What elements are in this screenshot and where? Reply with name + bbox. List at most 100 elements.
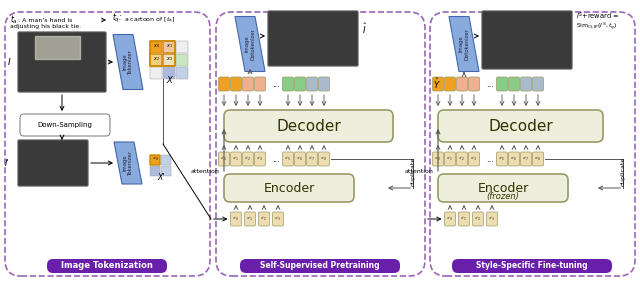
Text: $I^S$+reward =: $I^S$+reward = [576,10,620,22]
Text: $x'_6$: $x'_6$ [296,155,304,163]
FancyBboxPatch shape [520,152,531,166]
FancyBboxPatch shape [433,77,444,91]
FancyBboxPatch shape [319,77,330,91]
Text: $x'_5$: $x'_5$ [284,155,292,163]
Text: $x'_1$: $x'_1$ [232,155,240,163]
Polygon shape [114,142,142,184]
FancyBboxPatch shape [532,77,543,91]
FancyBboxPatch shape [433,152,444,166]
FancyBboxPatch shape [520,77,531,91]
FancyBboxPatch shape [307,77,317,91]
FancyBboxPatch shape [430,12,635,276]
FancyBboxPatch shape [319,152,330,166]
Text: $x'_3$: $x'_3$ [470,155,478,163]
Text: ...: ... [486,80,494,89]
FancyBboxPatch shape [307,152,317,166]
FancyBboxPatch shape [18,32,106,92]
FancyBboxPatch shape [243,77,253,91]
Text: $x'_1$: $x'_1$ [246,215,254,223]
FancyBboxPatch shape [47,259,167,273]
FancyBboxPatch shape [163,54,175,66]
Polygon shape [449,16,479,72]
Text: ...: ... [272,154,280,164]
Text: I: I [8,57,10,66]
FancyBboxPatch shape [482,11,572,69]
FancyBboxPatch shape [161,155,171,165]
Text: $x_1$: $x_1$ [166,43,173,51]
Text: $x'_7$: $x'_7$ [522,155,530,163]
FancyBboxPatch shape [150,166,160,176]
FancyBboxPatch shape [438,110,603,142]
Text: Decoder: Decoder [488,118,553,133]
Text: Down-Sampling: Down-Sampling [38,122,92,128]
Text: adjusting his black tie.: adjusting his black tie. [10,24,81,28]
FancyBboxPatch shape [509,152,520,166]
FancyBboxPatch shape [445,77,456,91]
FancyBboxPatch shape [163,41,175,53]
FancyBboxPatch shape [230,212,241,226]
Text: Encoder: Encoder [264,181,315,195]
FancyBboxPatch shape [224,174,354,202]
FancyBboxPatch shape [472,212,483,226]
Text: Image
Tokenizer: Image Tokenizer [123,50,133,74]
Text: $x'_0$: $x'_0$ [434,155,442,163]
FancyBboxPatch shape [458,212,470,226]
FancyBboxPatch shape [268,11,358,66]
Text: X: X [166,76,172,85]
Text: $t_q$:: $t_q$: [112,11,123,24]
FancyBboxPatch shape [497,152,508,166]
FancyBboxPatch shape [456,152,467,166]
Text: $\mathrm{Sim_{CLIP}}(I^S, t_q)$: $\mathrm{Sim_{CLIP}}(I^S, t_q)$ [576,20,618,32]
Text: $x'_3$: $x'_3$ [274,215,282,223]
Text: $x'_3$: $x'_3$ [256,155,264,163]
Text: $x'_0$: $x'_0$ [220,155,228,163]
Text: $x_2$: $x_2$ [153,56,160,63]
FancyBboxPatch shape [273,212,284,226]
FancyBboxPatch shape [268,11,358,66]
Text: Image
Detokenizer: Image Detokenizer [244,28,255,60]
FancyBboxPatch shape [161,166,171,176]
FancyBboxPatch shape [255,77,266,91]
FancyBboxPatch shape [150,67,162,79]
Text: Image
Tokenizer: Image Tokenizer [123,151,133,176]
Text: $x'_2$: $x'_2$ [260,215,268,223]
FancyBboxPatch shape [224,110,393,142]
FancyBboxPatch shape [218,152,230,166]
FancyBboxPatch shape [150,155,160,165]
FancyBboxPatch shape [150,41,162,53]
Text: $x'_7$: $x'_7$ [308,155,316,163]
FancyBboxPatch shape [230,77,241,91]
FancyBboxPatch shape [163,67,175,79]
FancyBboxPatch shape [259,212,269,226]
Text: duplicate: duplicate [410,156,415,186]
FancyBboxPatch shape [445,152,456,166]
FancyBboxPatch shape [497,77,508,91]
Text: $t_a$: $t_a$ [10,14,18,26]
FancyBboxPatch shape [468,77,479,91]
FancyBboxPatch shape [176,67,188,79]
Text: $x'_5$: $x'_5$ [498,155,506,163]
FancyBboxPatch shape [282,152,294,166]
FancyBboxPatch shape [294,152,305,166]
Text: Style-Specific Fine-tuning: Style-Specific Fine-tuning [476,262,588,270]
FancyBboxPatch shape [452,259,612,273]
FancyBboxPatch shape [230,152,241,166]
FancyBboxPatch shape [18,32,106,92]
FancyBboxPatch shape [445,212,456,226]
FancyBboxPatch shape [438,174,568,202]
FancyBboxPatch shape [243,152,253,166]
Text: $x'_6$: $x'_6$ [510,155,518,163]
Text: duplicate: duplicate [621,156,625,186]
Text: $x'_0$: $x'_0$ [446,215,454,223]
Text: $x'_0$: $x'_0$ [152,156,159,163]
Text: $x'_3$: $x'_3$ [488,215,496,223]
Text: X': X' [157,173,164,182]
FancyBboxPatch shape [150,54,162,66]
Text: attention: attention [190,168,219,174]
Text: $x'_8$: $x'_8$ [320,155,328,163]
FancyBboxPatch shape [244,212,255,226]
Text: ...: ... [486,154,494,164]
Text: Image Tokenization: Image Tokenization [61,262,153,270]
Polygon shape [235,16,265,72]
Text: Decoder: Decoder [276,118,341,133]
